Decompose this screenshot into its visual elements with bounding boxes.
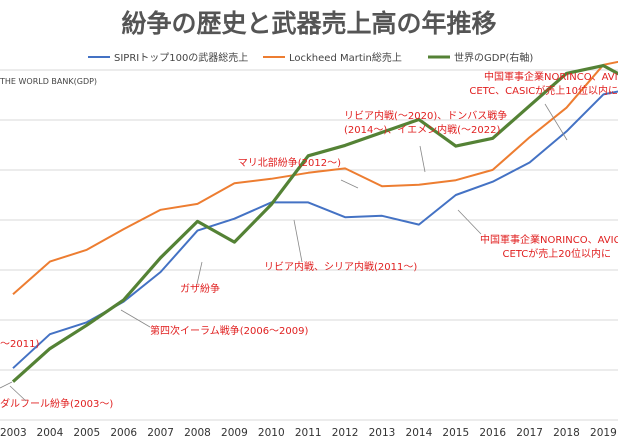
annotation-1: 中国軍事企業NORINCO、AVIC、 (484, 70, 618, 83)
series-line-2 (12, 60, 618, 295)
annotation-leader (419, 145, 426, 173)
x-tick-label: 2016 (479, 427, 506, 439)
annotation-5: リビア内戦、シリア内戦(2011～) (264, 260, 417, 273)
annotation-4: 中国軍事企業NORINCO、AVIC、 (480, 233, 618, 246)
annotation-3: マリ北部紛争(2012～) (238, 156, 341, 169)
x-tick-label: 2013 (369, 427, 396, 439)
annotation-4: CETCが売上20位以内に (502, 247, 611, 260)
annotation-leader (340, 179, 359, 189)
x-tick-label: 2019 (590, 427, 617, 439)
x-tick-label: 2017 (516, 427, 543, 439)
annotation-2: (2014～)、イエメン内戦(～2022) (344, 123, 501, 136)
x-tick-label: 2010 (258, 427, 285, 439)
legend-label-3: 世界のGDP(右軸) (454, 51, 533, 64)
annotation-leader (293, 219, 303, 263)
annotation-1: CETC、CASICが売上10位以内に (469, 84, 618, 97)
annotation-9: ダルフール紛争(2003～) (0, 397, 113, 410)
x-tick-label: 2007 (147, 427, 174, 439)
series-line-1 (12, 90, 618, 369)
annotation-leader (0, 381, 13, 389)
x-tick-label: 2018 (553, 427, 580, 439)
x-tick-label: 2011 (295, 427, 322, 439)
annotation-8: ～2011) (0, 339, 39, 350)
annotation-leader (120, 309, 151, 328)
annotation-leader (196, 261, 203, 285)
x-tick-label: 2014 (406, 427, 433, 439)
x-tick-label: 2006 (110, 427, 137, 439)
x-tick-label: 2015 (442, 427, 469, 439)
x-tick-label: 2003 (0, 427, 27, 439)
x-tick-label: 2012 (332, 427, 359, 439)
x-tick-label: 2009 (221, 427, 248, 439)
annotation-leader (9, 385, 27, 402)
x-tick-label: 2005 (73, 427, 100, 439)
x-tick-label: 2004 (37, 427, 64, 439)
annotation-7: 第四次イーラム戦争(2006～2009) (150, 324, 308, 337)
series-line-3 (11, 63, 618, 383)
annotation-6: ガザ紛争 (180, 282, 220, 295)
annotation-2: リビア内戦(～2020)、ドンバス戦争 (344, 109, 507, 122)
annotation-leader (544, 103, 568, 141)
x-tick-label: 2008 (184, 427, 211, 439)
source-note: THE WORLD BANK(GDP) (0, 77, 97, 86)
legend-label-2: Lockheed Martin総売上 (289, 51, 402, 64)
legend-label-1: SIPRIトップ100の武器総売上 (114, 51, 248, 64)
annotation-leader (457, 209, 482, 235)
chart-title: 紛争の歴史と武器売上高の年推移 (121, 9, 496, 38)
